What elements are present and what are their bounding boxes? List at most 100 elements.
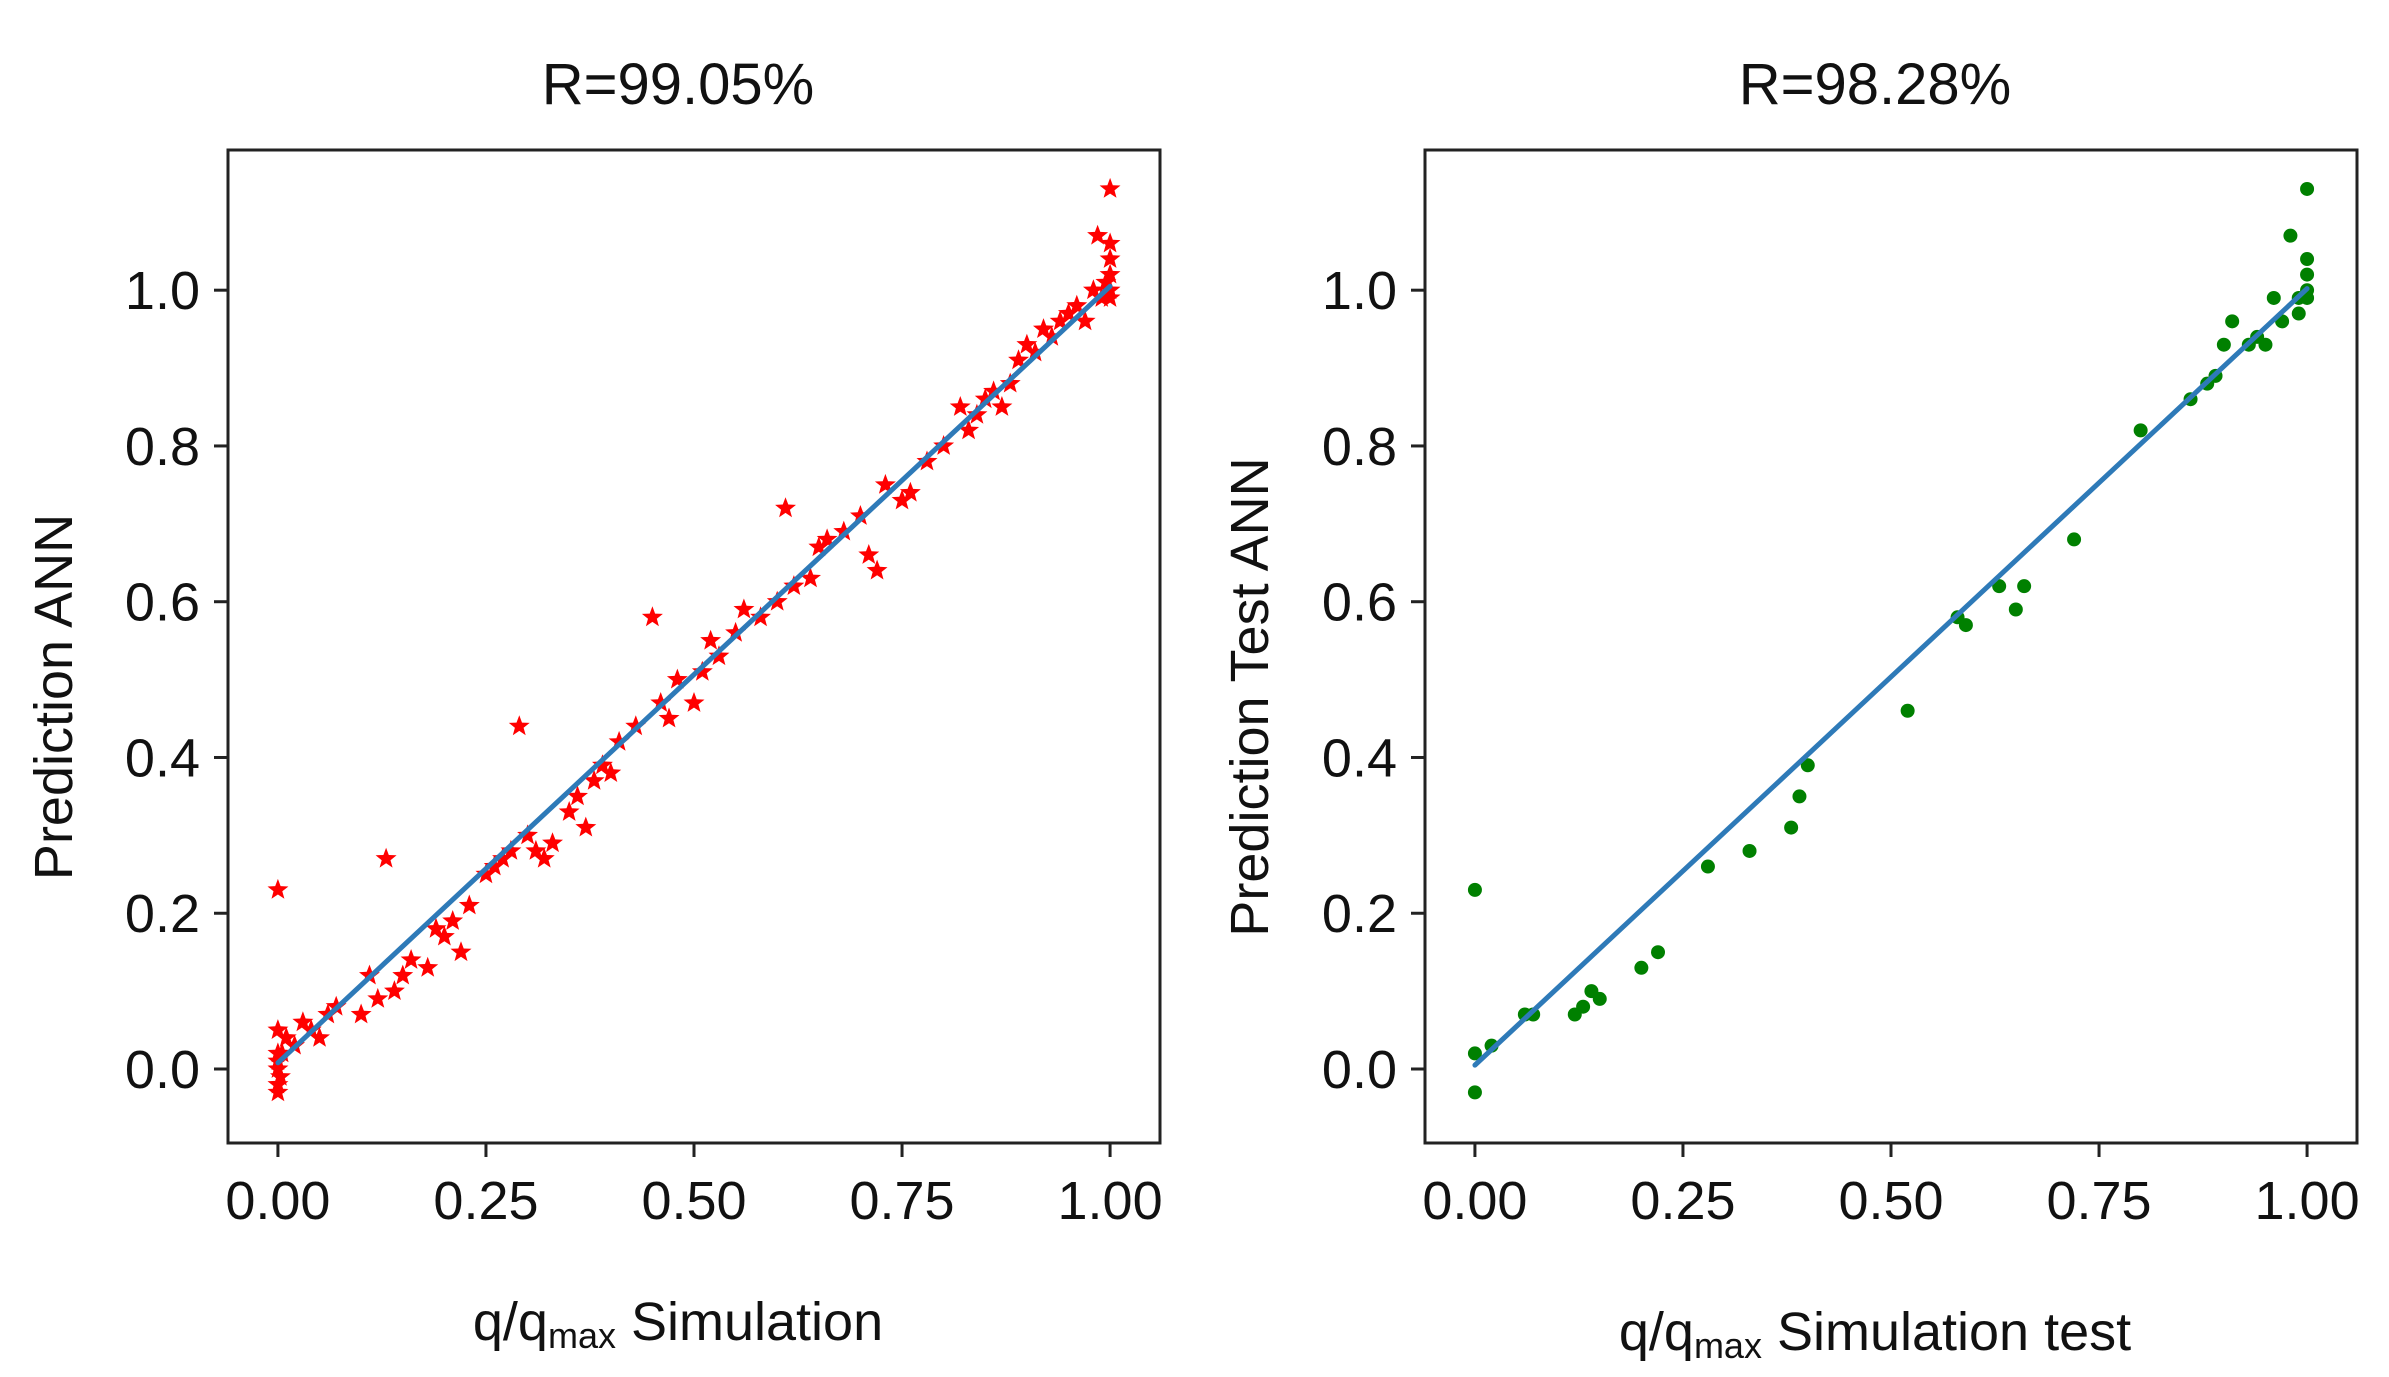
data-point	[1099, 263, 1121, 284]
data-point	[1467, 882, 1482, 897]
data-point	[267, 1019, 289, 1039]
x-axis-label-subscript: max	[1694, 1325, 1762, 1366]
plot-frame	[226, 148, 1162, 1145]
y-tick-label: 0.6	[1322, 573, 1397, 633]
plot-frame	[1423, 148, 2359, 1145]
data-point	[271, 1042, 293, 1063]
data-point	[1958, 618, 1973, 633]
x-tick-label: 0.50	[1838, 1171, 1943, 1231]
data-point	[691, 660, 713, 681]
data-point	[850, 505, 871, 525]
x-tick-label: 0.00	[225, 1171, 330, 1231]
data-point	[991, 396, 1013, 416]
data-point	[899, 481, 921, 502]
data-point	[891, 489, 913, 510]
y-tick-label: 0.8	[1322, 417, 1397, 477]
data-point	[866, 559, 888, 580]
data-point	[1087, 224, 1109, 245]
data-point	[2300, 252, 2315, 267]
y-tick-label: 0.8	[125, 417, 200, 477]
x-axis-label-left: q/qmax Simulation	[473, 1292, 883, 1356]
data-point	[500, 839, 522, 860]
data-point	[400, 949, 422, 969]
right-scatter-panel: R=98.28% Prediction Test ANN q/qmax Simu…	[1220, 52, 2360, 1366]
data-point	[974, 388, 996, 409]
data-point	[2283, 228, 2298, 243]
data-point	[2017, 579, 2032, 594]
data-point	[775, 497, 796, 518]
data-point	[641, 606, 663, 627]
data-point	[658, 707, 680, 728]
x-tick-label: 0.00	[1422, 1171, 1527, 1231]
x-axis-label-right: q/qmax Simulation test	[1619, 1302, 2131, 1366]
data-point	[1099, 177, 1121, 198]
data-point	[292, 1011, 314, 1032]
data-point	[766, 590, 788, 611]
data-point	[1651, 945, 1665, 960]
data-point	[392, 964, 414, 985]
data-point	[874, 473, 896, 494]
data-point	[1792, 789, 1807, 804]
data-point	[275, 1026, 297, 1047]
data-point	[267, 1081, 289, 1102]
data-point	[1467, 1085, 1482, 1100]
x-axis-label-prefix: q/q	[473, 1292, 548, 1352]
data-point	[666, 668, 688, 689]
x-axis-label-prefix: q/q	[1619, 1302, 1694, 1362]
data-point	[683, 692, 705, 712]
data-point	[433, 925, 455, 946]
data-point	[808, 536, 830, 557]
data-point	[425, 917, 447, 938]
x-tick-label: 0.50	[641, 1171, 746, 1231]
data-point	[1467, 1046, 1482, 1061]
data-point	[1016, 333, 1038, 354]
data-point	[2300, 181, 2315, 196]
x-axis-label-subscript: max	[548, 1315, 616, 1356]
data-point	[2216, 337, 2231, 352]
data-point	[2067, 532, 2082, 547]
data-point	[958, 419, 980, 440]
x-tick-label: 0.25	[1630, 1171, 1735, 1231]
x-tick-label: 0.75	[849, 1171, 954, 1231]
data-point	[650, 692, 672, 712]
data-point	[1099, 248, 1121, 268]
data-point	[949, 396, 971, 416]
data-point	[309, 1026, 330, 1047]
data-point	[384, 980, 405, 1000]
data-point	[267, 878, 289, 899]
y-tick-label: 1.0	[1322, 261, 1397, 321]
data-point	[1900, 703, 1915, 718]
data-point	[483, 855, 505, 876]
data-point	[1700, 859, 1715, 874]
data-point	[2258, 337, 2273, 352]
data-point	[375, 847, 397, 868]
left-scatter-panel: R=99.05% Prediction ANN q/qmax Simulatio…	[24, 52, 1163, 1356]
data-point	[2300, 267, 2315, 282]
y-axis-label-left: Prediction ANN	[24, 514, 84, 880]
data-point	[592, 754, 613, 775]
x-tick-label: 0.25	[433, 1171, 538, 1231]
data-point	[1041, 325, 1063, 346]
data-point	[1592, 991, 1607, 1006]
data-point	[270, 1065, 291, 1086]
data-point	[816, 528, 838, 549]
x-tick-label: 1.00	[2255, 1171, 2360, 1231]
data-point	[1066, 294, 1088, 315]
y-tick-label: 0.4	[125, 728, 200, 788]
data-point	[458, 894, 480, 915]
y-tick-label: 0.2	[1322, 884, 1397, 944]
data-point	[475, 863, 497, 884]
data-point	[2133, 423, 2148, 438]
data-point	[2225, 314, 2240, 329]
data-point	[442, 910, 464, 930]
data-point	[608, 730, 630, 751]
y-tick-label: 0.6	[125, 573, 200, 633]
data-point	[567, 785, 588, 806]
data-point	[1099, 287, 1121, 307]
data-point	[858, 544, 880, 564]
data-point	[1058, 302, 1079, 323]
data-point	[2008, 602, 2023, 617]
data-point	[267, 1058, 289, 1078]
data-point	[1742, 843, 1757, 858]
data-point	[1008, 349, 1029, 370]
